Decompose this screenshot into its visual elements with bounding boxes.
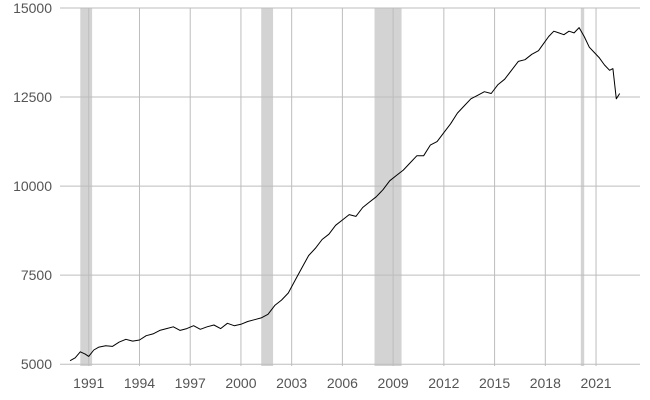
recession-shading (80, 8, 585, 366)
recession-band-3 (580, 8, 585, 366)
x-tick-label: 2021 (580, 375, 611, 391)
y-tick-label: 12500 (13, 89, 52, 105)
recession-band-2 (374, 8, 402, 366)
x-tick-label: 2015 (479, 375, 510, 391)
recession-band-0 (80, 8, 93, 366)
x-axis-tick-labels: 1991 1994 1997 2000 2003 2006 2009 2012 2015 2018… (73, 375, 612, 391)
recession-band-1 (261, 8, 274, 366)
x-tick-label: 1994 (124, 375, 155, 391)
y-tick-label: 5000 (21, 356, 52, 372)
x-tick-label: 2009 (378, 375, 409, 391)
y-tick-label: 15000 (13, 0, 52, 16)
gridlines (60, 7, 640, 366)
x-tick-label: 2012 (428, 375, 459, 391)
y-tick-label: 7500 (21, 267, 52, 283)
x-tick-label: 2003 (276, 375, 307, 391)
series-line-0 (69, 27, 621, 362)
y-axis-tick-labels: 5000 7500 10000 12500 15000 (13, 0, 52, 372)
series-layer (69, 27, 621, 362)
x-tick-label: 2018 (530, 375, 561, 391)
x-tick-label: 1997 (175, 375, 206, 391)
x-tick-label: 1991 (73, 375, 104, 391)
x-tick-label: 2000 (225, 375, 256, 391)
x-tick-label: 2006 (327, 375, 358, 391)
y-tick-label: 10000 (13, 178, 52, 194)
